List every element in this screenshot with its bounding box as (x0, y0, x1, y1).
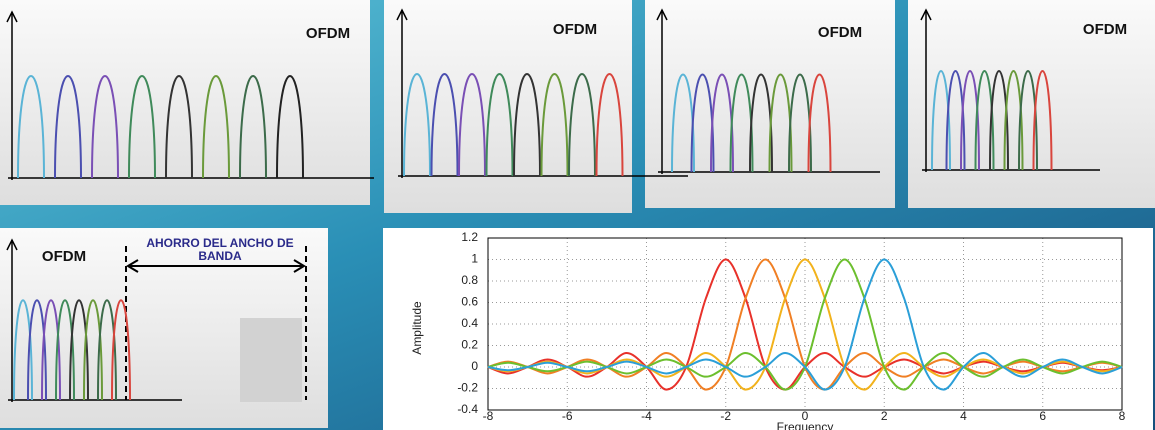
y-tick-label: 0 (471, 359, 478, 373)
panel-label: OFDM (42, 248, 86, 265)
x-tick-label: -2 (720, 409, 731, 423)
subcarrier (17, 75, 45, 179)
subcarrier (111, 299, 131, 401)
subcarrier (568, 73, 596, 177)
subcarrier (513, 73, 541, 177)
panel-label: OFDM (306, 25, 350, 42)
subcarrier (1032, 70, 1053, 171)
subcarrier (202, 75, 230, 179)
subcarrier (97, 299, 117, 401)
subcarrier (27, 299, 47, 401)
y-tick-label: 0.4 (461, 316, 478, 330)
x-axis-label: Frequency (777, 420, 834, 430)
subcarrier (1003, 70, 1024, 171)
subcarrier (989, 70, 1009, 171)
subcarrier (485, 73, 514, 177)
x-tick-label: 4 (960, 409, 967, 423)
subcarrier (1018, 70, 1038, 171)
axis-arrow (656, 8, 668, 21)
subcarrier (807, 73, 832, 173)
subcarrier (83, 299, 103, 401)
subcarrier (430, 73, 459, 177)
x-tick-label: 2 (881, 409, 888, 423)
subcarrier (239, 75, 267, 179)
x-tick-label: -6 (562, 409, 573, 423)
subcarrier (55, 299, 75, 401)
panel-label: OFDM (553, 21, 597, 38)
panel-label: OFDM (1083, 21, 1127, 38)
axis-arrow (6, 238, 18, 251)
bracket (125, 246, 307, 400)
panel (384, 0, 632, 213)
subcarrier (276, 75, 304, 179)
series-line (487, 258, 1123, 391)
x-tick-label: -8 (483, 409, 494, 423)
subcarrier (69, 299, 89, 401)
subcarrier (41, 299, 61, 401)
subcarrier (540, 73, 569, 177)
panel (0, 0, 370, 205)
y-tick-label: 0.6 (461, 295, 478, 309)
y-tick-label: 1 (471, 252, 478, 266)
shade (240, 318, 302, 402)
subcarrier (128, 75, 156, 179)
subcarrier (931, 70, 951, 171)
subcarrier (54, 75, 82, 179)
subcarrier (595, 73, 624, 177)
subcarrier (458, 73, 486, 177)
series-line (487, 258, 1123, 391)
subcarrier (13, 299, 33, 401)
annotation: AHORRO DEL ANCHO DE BANDA (146, 236, 294, 263)
chart-panel (383, 228, 1153, 430)
y-tick-label: 0.8 (461, 273, 478, 287)
panel-label: OFDM (818, 24, 862, 41)
x-tick-label: 0 (802, 409, 809, 423)
subcarrier (165, 75, 193, 179)
subcarrier (403, 73, 431, 177)
y-tick-label: 1.2 (461, 230, 478, 244)
axis-arrow (6, 10, 18, 23)
y-axis-label: Amplitude (410, 301, 424, 355)
axis-arrow (396, 8, 408, 21)
y-tick-label: -0.4 (457, 402, 478, 416)
y-tick-label: 0.2 (461, 338, 478, 352)
subcarrier (974, 70, 995, 171)
plot-frame (487, 237, 1123, 411)
subcarrier (945, 70, 966, 171)
x-tick-label: 8 (1119, 409, 1126, 423)
x-tick-label: 6 (1039, 409, 1046, 423)
subcarrier (91, 75, 119, 179)
y-tick-label: -0.2 (457, 381, 478, 395)
axis-arrow (920, 8, 932, 21)
x-tick-label: -4 (641, 409, 652, 423)
subcarrier (960, 70, 980, 171)
